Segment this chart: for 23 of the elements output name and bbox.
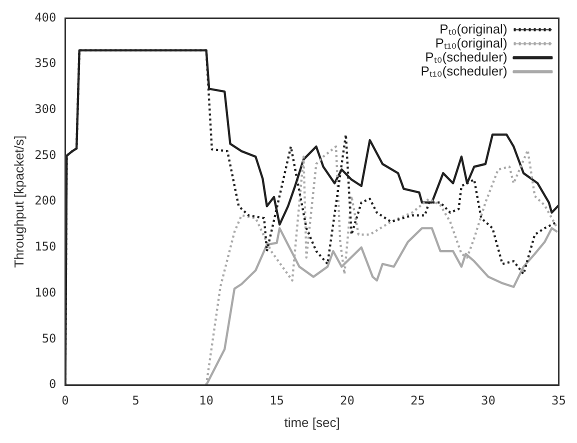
legend-label: Pₜ₁₀(scheduler) <box>420 63 508 78</box>
x-tick-label: 15 <box>270 393 284 408</box>
y-tick-label: 400 <box>34 10 56 24</box>
legend-label: Pₜ₀(scheduler) <box>425 49 508 64</box>
y-tick-label: 300 <box>34 102 56 116</box>
legend-label: Pₜ₀(original) <box>440 21 508 36</box>
x-tick-label: 25 <box>410 393 425 408</box>
x-tick-label: 30 <box>481 393 496 408</box>
y-tick-label: 150 <box>34 240 56 254</box>
x-tick-label: 20 <box>340 393 354 408</box>
y-tick-label: 250 <box>34 148 56 162</box>
y-tick-label: 200 <box>34 194 56 208</box>
y-tick-label: 100 <box>34 285 56 300</box>
x-axis-title: time [sec] <box>284 414 340 430</box>
y-tick-label: 50 <box>42 331 56 346</box>
y-tick-label: 350 <box>34 56 56 70</box>
x-tick-label: 0 <box>62 393 69 408</box>
legend-label: Pₜ₁₀(original) <box>435 35 508 50</box>
y-axis-title: Throughput [kpacket/s] <box>11 135 26 268</box>
x-tick-label: 5 <box>132 393 140 408</box>
x-tick-label: 35 <box>552 393 566 408</box>
x-tick-label: 10 <box>199 393 214 408</box>
y-tick-label: 0 <box>49 377 56 392</box>
